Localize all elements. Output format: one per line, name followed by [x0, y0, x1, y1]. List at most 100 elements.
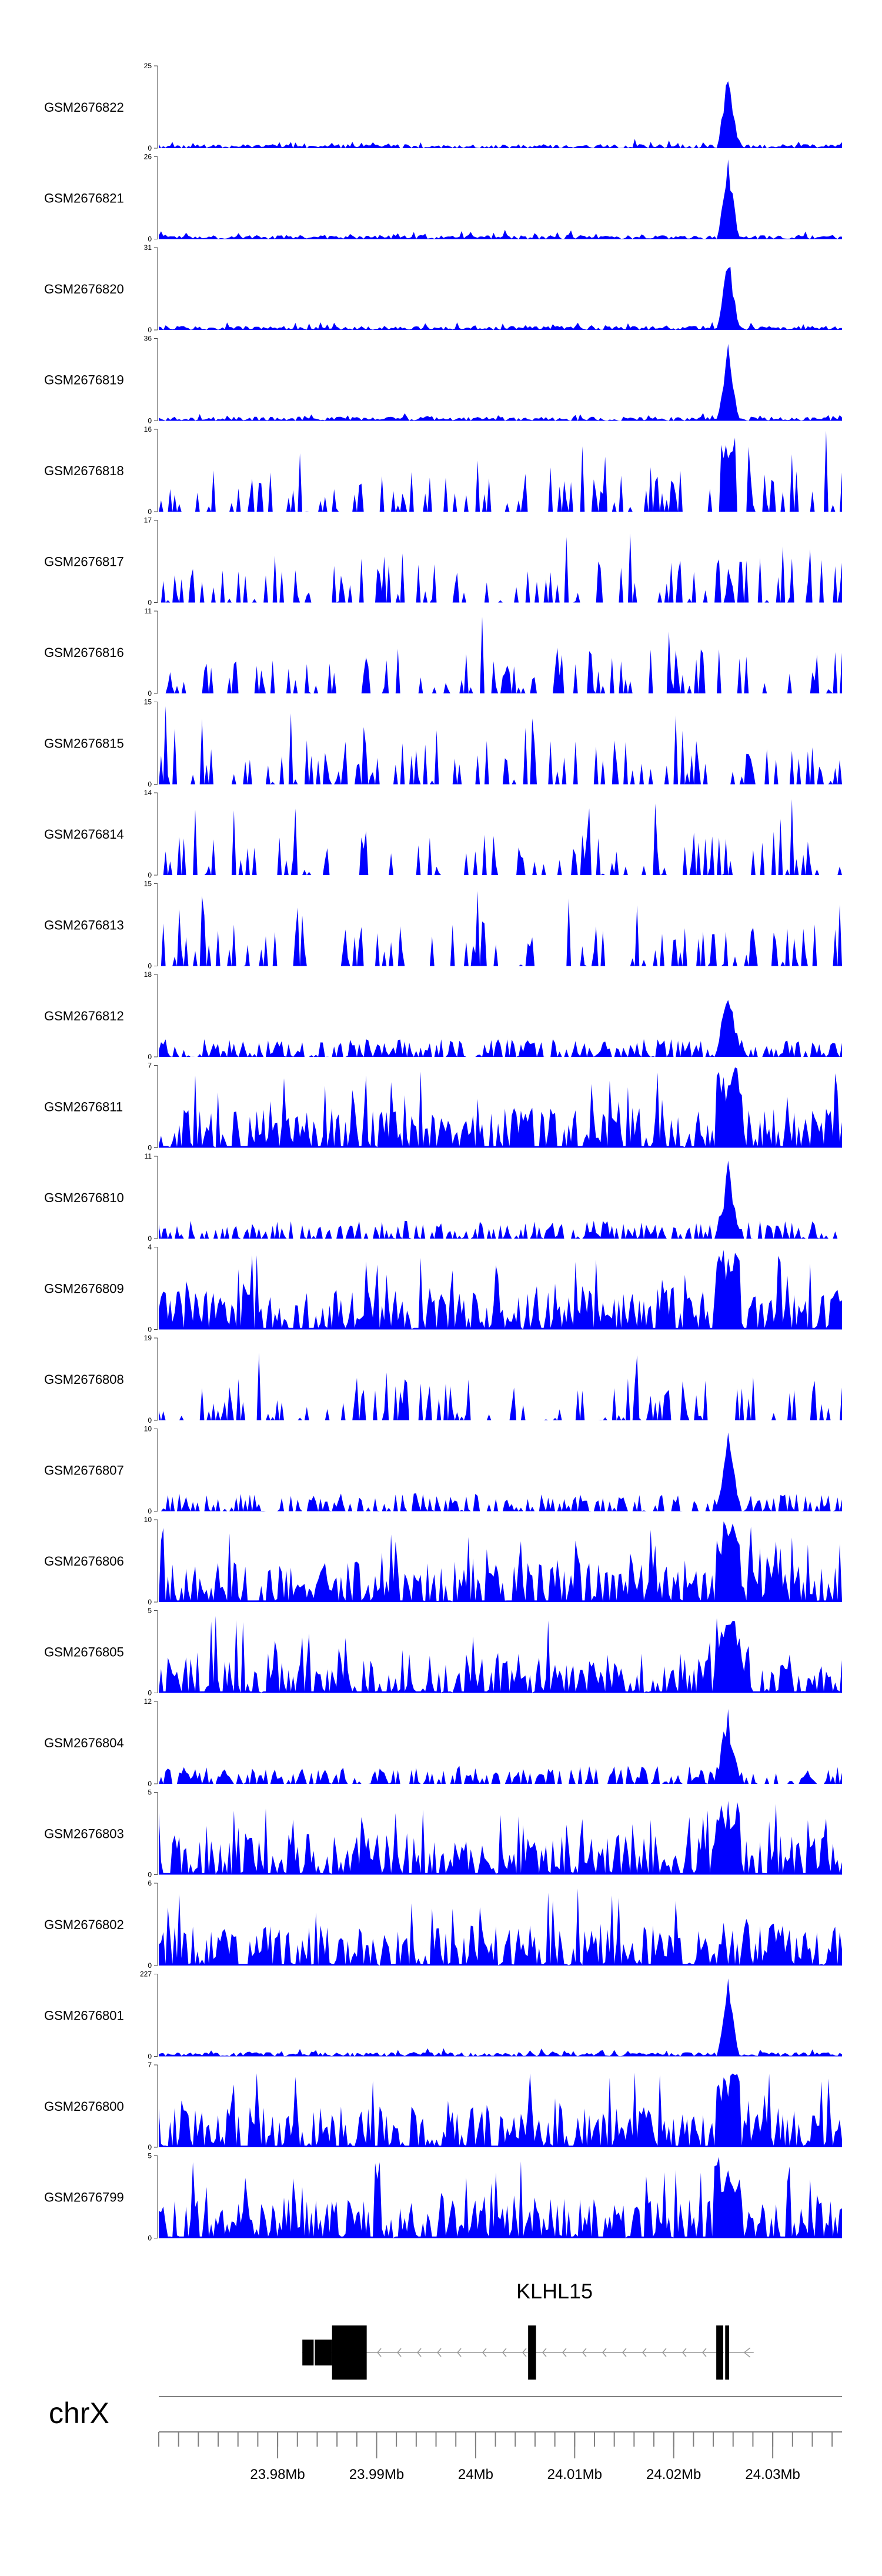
y-max-label: 5	[148, 1607, 152, 1615]
track-label: GSM2676809	[44, 1282, 124, 1296]
strand-arrow	[701, 2348, 707, 2357]
y-min-label: 0	[148, 2053, 152, 2061]
strand-arrow	[482, 2348, 487, 2357]
y-max-label: 26	[144, 153, 152, 161]
track-label: GSM2676818	[44, 463, 124, 478]
coverage-area	[159, 533, 842, 603]
y-max-label: 17	[144, 516, 152, 525]
coverage-area	[159, 1616, 842, 1693]
track-GSM2676802: GSM2676802 6 0	[44, 1879, 842, 1970]
track-GSM2676807: GSM2676807 10 0	[44, 1425, 842, 1516]
track-GSM2676810: GSM2676810 11 0	[44, 1152, 842, 1243]
strand-arrow	[397, 2348, 402, 2357]
track-label: GSM2676812	[44, 1009, 124, 1023]
y-min-label: 0	[148, 326, 152, 334]
track-GSM2676804: GSM2676804 12 0	[44, 1697, 842, 1788]
y-min-label: 0	[148, 871, 152, 879]
track-GSM2676805: GSM2676805 5 0	[44, 1607, 842, 1697]
exon	[332, 2325, 367, 2380]
y-max-label: 6	[148, 1879, 152, 1887]
coverage-area	[159, 2073, 842, 2147]
y-max-label: 10	[144, 1516, 152, 1524]
y-min-label: 0	[148, 599, 152, 607]
coverage-area	[159, 1160, 842, 1239]
gene-name: KLHL15	[516, 2279, 593, 2303]
y-max-label: 7	[148, 2061, 152, 2069]
coverage-area	[159, 1250, 842, 1330]
y-min-label: 0	[148, 962, 152, 970]
y-min-label: 0	[148, 1598, 152, 1606]
track-GSM2676820: GSM2676820 31 0	[44, 243, 842, 334]
chromosome-label: chrX	[49, 2397, 109, 2430]
track-GSM2676811: GSM2676811 7 0	[44, 1062, 842, 1152]
y-max-label: 227	[140, 1970, 152, 1978]
track-GSM2676809: GSM2676809 4 0	[44, 1243, 842, 1334]
axis-tick-label: 24.01Mb	[547, 2467, 602, 2482]
coverage-area	[159, 1353, 842, 1420]
track-label: GSM2676816	[44, 645, 124, 660]
track-GSM2676812: GSM2676812 18 0	[44, 970, 842, 1061]
y-max-label: 7	[148, 1062, 152, 1070]
y-max-label: 36	[144, 335, 152, 343]
track-label: GSM2676803	[44, 1827, 124, 1841]
strand-arrow	[522, 2348, 527, 2357]
track-label: GSM2676820	[44, 282, 124, 296]
track-GSM2676800: GSM2676800 7 0	[44, 2061, 842, 2151]
y-max-label: 14	[144, 789, 152, 797]
y-min-label: 0	[148, 1689, 152, 1697]
axis-tick-label: 24.03Mb	[745, 2467, 800, 2482]
coverage-area	[159, 1521, 842, 1602]
track-GSM2676817: GSM2676817 17 0	[44, 516, 842, 607]
strand-arrow	[642, 2348, 647, 2357]
track-GSM2676816: GSM2676816 11 0	[44, 607, 842, 698]
coverage-area	[159, 431, 842, 512]
axis-tick-label: 24Mb	[458, 2467, 493, 2482]
y-max-label: 15	[144, 880, 152, 888]
y-max-label: 5	[148, 2152, 152, 2160]
coverage-area	[159, 1978, 842, 2057]
track-label: GSM2676822	[44, 100, 124, 115]
y-min-label: 0	[148, 1961, 152, 1970]
track-GSM2676819: GSM2676819 36 0	[44, 335, 842, 425]
track-label: GSM2676821	[44, 191, 124, 206]
strand-arrow	[662, 2348, 667, 2357]
y-max-label: 16	[144, 425, 152, 433]
y-max-label: 4	[148, 1243, 152, 1252]
strand-arrow	[582, 2348, 587, 2357]
strand-arrow	[681, 2348, 687, 2357]
y-min-label: 0	[148, 144, 152, 152]
y-min-label: 0	[148, 2143, 152, 2151]
axis-tick-label: 23.99Mb	[349, 2467, 404, 2482]
strand-arrow	[602, 2348, 607, 2357]
strand-arrow	[502, 2348, 507, 2357]
track-label: GSM2676807	[44, 1463, 124, 1478]
track-label: GSM2676799	[44, 2190, 124, 2205]
strand-arrow	[377, 2348, 382, 2357]
y-max-label: 11	[145, 1152, 152, 1160]
strand-arrow	[562, 2348, 567, 2357]
coverage-area	[159, 1888, 842, 1966]
gene-track: KLHL15	[302, 2279, 754, 2380]
coverage-area	[159, 1432, 842, 1511]
y-min-label: 0	[148, 1507, 152, 1516]
track-GSM2676818: GSM2676818 16 0	[44, 425, 842, 516]
y-min-label: 0	[148, 1871, 152, 1879]
coverage-area	[159, 81, 842, 148]
y-min-label: 0	[148, 780, 152, 789]
track-GSM2676814: GSM2676814 14 0	[44, 789, 842, 879]
axis-tick-label: 24.02Mb	[646, 2467, 701, 2482]
track-label: GSM2676802	[44, 1917, 124, 1932]
y-min-label: 0	[148, 2234, 152, 2243]
track-label: GSM2676808	[44, 1372, 124, 1387]
exon	[302, 2340, 332, 2365]
strand-arrow	[437, 2348, 442, 2357]
coverage-area	[159, 343, 842, 421]
track-label: GSM2676817	[44, 555, 124, 569]
y-max-label: 31	[144, 243, 152, 252]
y-max-label: 11	[145, 607, 152, 615]
y-min-label: 0	[148, 1326, 152, 1334]
y-max-label: 15	[144, 698, 152, 706]
coverage-tracks: GSM2676822250GSM2676821260GSM2676820310G…	[44, 62, 842, 2243]
y-max-label: 10	[144, 1425, 152, 1433]
